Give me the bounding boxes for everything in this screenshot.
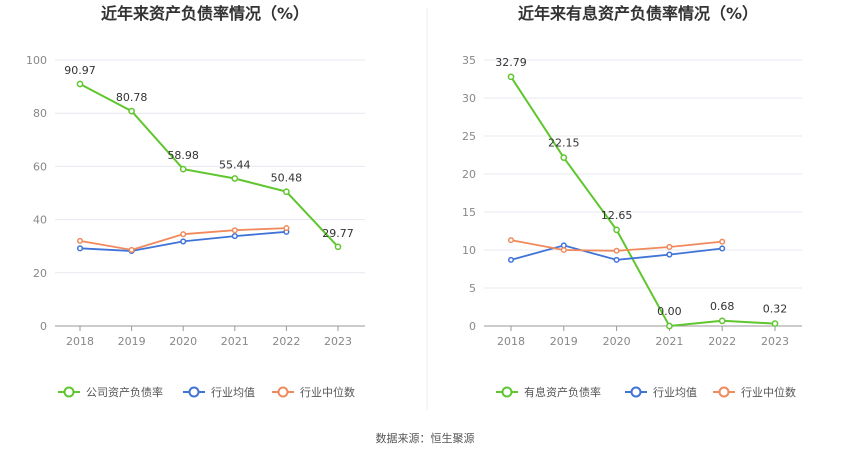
data-label: 32.79 <box>495 56 527 69</box>
chart-panel-interest-bearing-liability: 近年来有息资产负债率情况（%） 0 5 10 15 20 25 30 35 2018 2019 202… <box>462 4 802 399</box>
x-tick-label: 2020 <box>169 335 197 348</box>
data-point <box>76 80 84 88</box>
data-point <box>180 231 187 238</box>
legend-label: 有息资产负债率 <box>524 385 601 399</box>
data-point <box>613 247 620 254</box>
data-label: 0.00 <box>657 305 682 318</box>
legend-marker-icon <box>501 386 513 398</box>
data-point <box>613 226 620 234</box>
y-tick-label: 15 <box>462 206 476 219</box>
legend-marker-icon <box>277 386 289 398</box>
data-point <box>179 165 187 173</box>
data-point <box>180 238 187 245</box>
data-label: 90.97 <box>64 64 96 77</box>
legend-marker-icon <box>718 386 730 398</box>
y-tick-label: 0 <box>469 320 476 333</box>
x-tick-label: 2018 <box>497 335 525 348</box>
series-line <box>510 76 776 328</box>
x-tick-label: 2020 <box>603 335 631 348</box>
data-point <box>718 317 726 325</box>
data-point <box>560 154 568 162</box>
data-point <box>128 107 135 115</box>
x-tick-label: 2023 <box>324 335 352 348</box>
y-tick-label: 0 <box>40 320 47 333</box>
y-tick-label: 10 <box>462 244 476 257</box>
data-label: 29.77 <box>322 227 354 240</box>
y-tick-label: 20 <box>33 267 47 280</box>
x-tick-label: 2022 <box>272 335 300 348</box>
x-tick-label: 2019 <box>550 335 578 348</box>
data-point <box>507 256 515 263</box>
data-point <box>666 322 673 330</box>
data-label: 80.78 <box>116 91 148 104</box>
data-point <box>666 243 673 251</box>
x-tick-label: 2021 <box>655 335 683 348</box>
y-tick-label: 80 <box>33 107 47 120</box>
legend-label: 行业均值 <box>211 386 255 399</box>
y-tick-label: 60 <box>33 160 47 173</box>
x-tick-label: 2021 <box>221 335 249 348</box>
data-point <box>719 238 726 245</box>
legend-label: 公司资产负债率 <box>86 385 163 399</box>
y-tick-label: 35 <box>462 54 476 67</box>
x-tick-label: 2019 <box>118 335 146 348</box>
data-label: 0.68 <box>710 300 735 313</box>
legend-label: 行业中位数 <box>300 385 355 399</box>
y-tick-label: 40 <box>33 214 47 227</box>
data-point <box>334 243 342 251</box>
legend-label: 行业中位数 <box>741 385 796 399</box>
legend-label: 行业均值 <box>653 386 697 399</box>
data-point <box>560 246 567 254</box>
data-point <box>613 256 620 263</box>
data-label: 58.98 <box>167 149 199 162</box>
y-tick-label: 5 <box>469 282 476 295</box>
data-label: 22.15 <box>548 137 580 150</box>
y-tick-label: 100 <box>26 54 47 67</box>
data-point <box>76 237 84 244</box>
data-point <box>231 227 238 234</box>
chart-title: 近年来资产负债率情况（%） <box>101 4 309 23</box>
data-point <box>283 225 290 232</box>
footer-source: 数据来源：恒生聚源 <box>376 431 475 445</box>
x-tick-label: 2023 <box>761 335 789 348</box>
data-point <box>771 320 779 327</box>
data-point <box>507 237 515 244</box>
legend-marker-icon <box>188 386 200 398</box>
data-point <box>231 175 239 182</box>
data-point <box>231 233 238 240</box>
x-tick-label: 2018 <box>66 335 94 348</box>
data-point <box>128 246 135 253</box>
data-label: 12.65 <box>601 209 633 222</box>
y-tick-label: 30 <box>462 92 476 105</box>
x-tick-label: 2022 <box>708 335 736 348</box>
chart-panel-asset-liability: 近年来资产负债率情况（%） 0 20 40 60 80 100 2018 2019 2020 202… <box>26 4 365 399</box>
series-line <box>79 83 339 248</box>
data-label: 0.32 <box>763 303 788 316</box>
y-tick-label: 20 <box>462 168 476 181</box>
data-point <box>719 245 726 252</box>
data-label: 50.48 <box>271 172 303 185</box>
chart-title: 近年来有息资产负债率情况（%） <box>518 4 758 23</box>
legend-marker-icon <box>630 386 642 398</box>
data-point <box>76 245 84 252</box>
legend-marker-icon <box>63 386 75 398</box>
data-point <box>283 188 290 196</box>
data-label: 55.44 <box>219 159 251 172</box>
data-point <box>666 251 673 258</box>
y-tick-label: 25 <box>462 130 476 143</box>
data-point <box>507 73 515 81</box>
